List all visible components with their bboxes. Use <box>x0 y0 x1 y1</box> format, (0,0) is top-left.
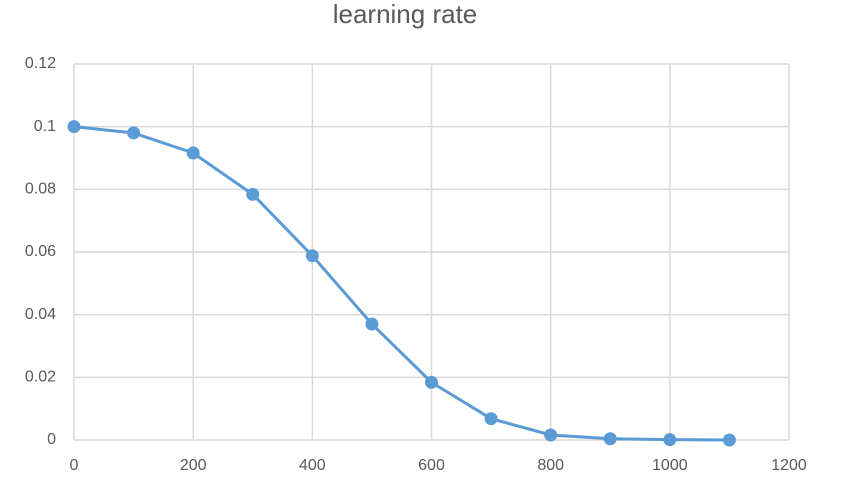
data-point <box>722 433 736 447</box>
data-point <box>365 317 379 331</box>
data-point <box>305 249 319 263</box>
data-point <box>603 432 617 446</box>
y-tick-label: 0 <box>47 431 56 448</box>
x-tick-label: 400 <box>299 457 326 474</box>
series-line <box>73 125 730 442</box>
y-tick-label: 0.1 <box>34 118 56 135</box>
y-tick-label: 0.06 <box>25 243 56 260</box>
y-tick-label: 0.12 <box>25 55 56 72</box>
x-tick-label: 600 <box>418 457 445 474</box>
data-point <box>127 126 141 140</box>
data-point <box>544 428 558 442</box>
data-point <box>425 375 438 389</box>
data-point <box>663 433 677 447</box>
x-tick-label: 0 <box>70 457 79 474</box>
x-tick-label: 200 <box>180 457 207 474</box>
x-tick-label: 1200 <box>771 457 807 474</box>
data-point <box>246 187 260 201</box>
data-point <box>67 120 81 134</box>
data-point <box>484 412 498 426</box>
x-tick-label: 1000 <box>652 457 688 474</box>
x-tick-label: 800 <box>537 457 564 474</box>
y-tick-label: 0.02 <box>25 369 56 386</box>
data-point <box>186 146 200 160</box>
y-tick-label: 0.04 <box>25 306 56 323</box>
y-tick-label: 0.08 <box>25 181 56 198</box>
chart-title: learning rate <box>333 0 478 29</box>
